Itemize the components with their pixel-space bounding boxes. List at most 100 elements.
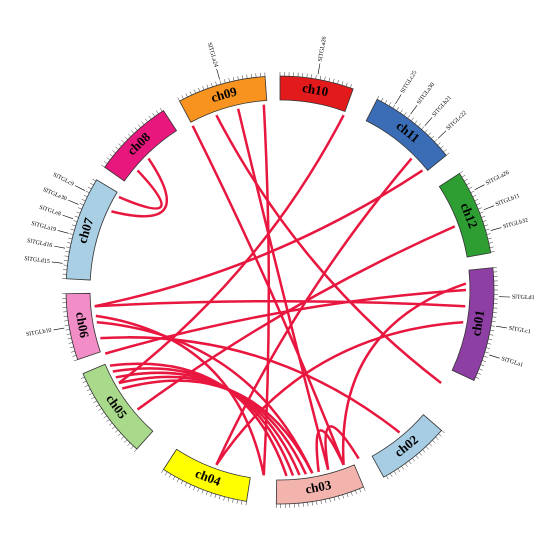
scale-tick [86, 388, 91, 392]
scale-tick [478, 368, 483, 371]
scale-tick [488, 338, 493, 341]
chromosome-label: ch06 [73, 311, 92, 340]
scale-tick [156, 110, 159, 114]
scale-tick [83, 194, 88, 198]
scale-tick [82, 380, 87, 384]
gene-label: SlTGLd1 [512, 294, 535, 301]
scale-tick [485, 228, 490, 231]
gene-label: SlTGLb10 [26, 328, 52, 338]
scale-tick [419, 452, 423, 456]
scale-tick [410, 117, 414, 122]
scale-tick [98, 408, 102, 411]
scale-tick [422, 449, 426, 453]
scale-tick [472, 194, 477, 198]
scale-tick [205, 491, 208, 496]
scale-tick [210, 83, 213, 88]
chromosome-label: ch10 [301, 80, 329, 99]
scale-tick [441, 430, 445, 434]
scale-tick [486, 233, 491, 235]
gene-label: SlTGLe8 [38, 205, 61, 218]
scale-tick [415, 455, 419, 459]
gene-label: SlTGLb32 [503, 218, 529, 231]
scale-tick [193, 89, 196, 94]
scale-tick [127, 133, 131, 137]
scale-tick [492, 316, 497, 318]
chromosome-band [275, 464, 365, 505]
scale-tick [470, 190, 475, 194]
scale-tick [103, 415, 108, 419]
scale-tick [241, 75, 244, 80]
chromosome-label: ch03 [304, 477, 333, 497]
scale-tick [106, 157, 111, 161]
scale-tick [117, 433, 122, 437]
scale-tick [431, 135, 435, 139]
scale-tick [484, 351, 489, 354]
gene-label: SlTGLa19 [31, 221, 57, 233]
scale-tick [376, 95, 380, 100]
link [95, 314, 266, 476]
chromosome: ch05 [80, 363, 154, 453]
scale-tick [108, 422, 113, 426]
scale-tick [488, 242, 493, 244]
link [94, 169, 424, 308]
scale-tick [215, 81, 217, 86]
scale-tick [85, 190, 90, 194]
scale-tick [152, 113, 156, 117]
scale-tick [189, 91, 192, 96]
scale-tick [350, 84, 352, 88]
gene-pointer [74, 185, 86, 191]
scale-tick [193, 486, 196, 491]
gene-label: SlTGLe30 [42, 187, 68, 202]
scale-tick [112, 150, 116, 154]
scale-tick [329, 498, 331, 503]
scale-tick [350, 491, 353, 496]
chromosome: ch09 SlTGLa24 [177, 42, 268, 123]
scale-tick [89, 182, 94, 186]
scale-tick [424, 129, 428, 133]
scale-tick [443, 149, 447, 153]
chromosome-band [104, 109, 178, 182]
chromosome: ch06 SlTGLb10 [26, 292, 101, 362]
link [100, 336, 401, 434]
gene-pointer [317, 63, 321, 75]
link [215, 114, 442, 384]
scale-tick [346, 493, 349, 498]
scale-tick [69, 233, 74, 235]
chromosome: ch07 SlTGLd15 SlTGLd16 SlTGLa19 SlTGLe8 SlTGL… [24, 172, 118, 281]
scale-tick [66, 333, 71, 335]
link [341, 282, 467, 465]
scale-tick [324, 76, 326, 81]
scale-tick [214, 494, 217, 499]
chromosome-label: ch09 [209, 83, 239, 105]
scale-tick [73, 359, 78, 362]
gene-label: SlTGLa1 [501, 356, 524, 368]
scale-tick [228, 78, 230, 83]
chromosome-band [279, 75, 354, 112]
scale-tick [120, 436, 125, 440]
scale-tick [197, 488, 200, 492]
scale-tick [68, 342, 73, 344]
scale-tick [95, 404, 100, 408]
scale-tick [181, 95, 184, 100]
scale-tick [486, 347, 491, 349]
scale-tick [396, 107, 399, 111]
scale-tick [198, 87, 201, 92]
scale-tick [490, 251, 495, 253]
scale-tick [311, 501, 313, 506]
scale-tick [403, 112, 407, 116]
scale-tick [81, 199, 86, 202]
scale-tick [388, 102, 392, 106]
scale-tick [466, 182, 471, 186]
scale-tick [64, 324, 69, 326]
gene-pointer [489, 354, 500, 359]
scale-tick [124, 439, 128, 443]
gene-pointer [437, 130, 447, 139]
scale-tick [134, 127, 138, 131]
scale-tick [393, 470, 397, 475]
scale-tick [481, 215, 486, 218]
scale-tick [219, 80, 222, 85]
scale-tick [363, 486, 366, 491]
gene-pointer [62, 214, 74, 219]
scale-tick [338, 495, 340, 500]
scale-tick [480, 364, 485, 367]
